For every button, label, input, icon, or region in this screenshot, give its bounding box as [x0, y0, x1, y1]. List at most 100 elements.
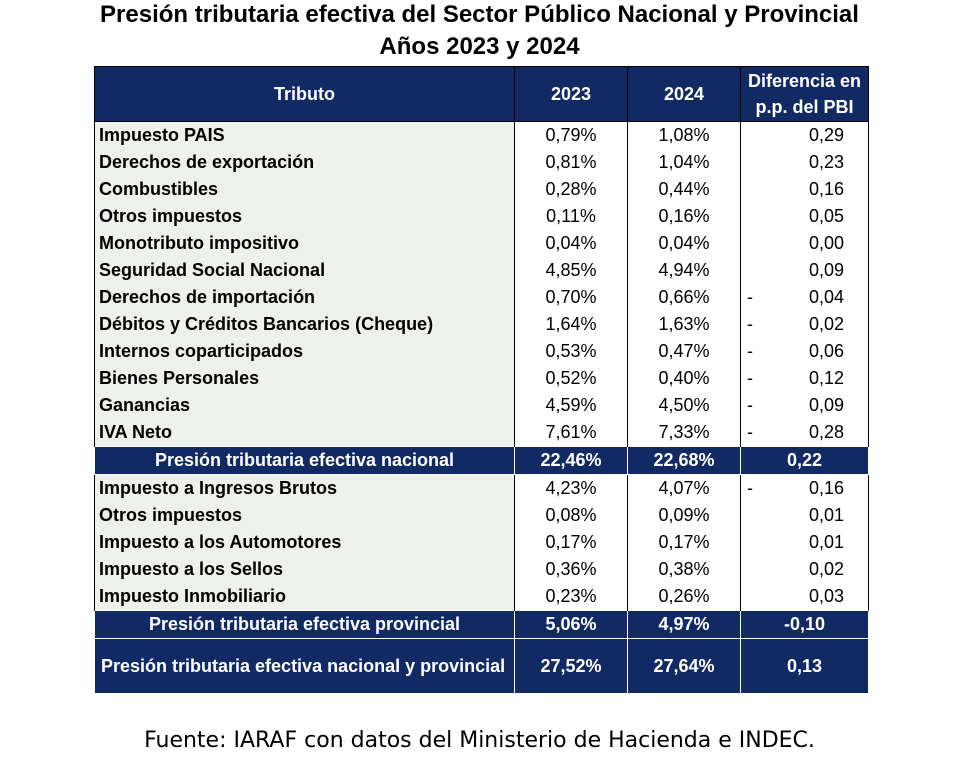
diferencia-amount: 0,23	[808, 152, 844, 172]
value-diferencia: - 0,09	[740, 392, 869, 419]
tributo-name: Seguridad Social Nacional	[94, 257, 515, 284]
value-2023: 4,59%	[514, 392, 628, 419]
diferencia-amount: 0,01	[808, 532, 844, 552]
value-2023: 0,53%	[514, 338, 628, 365]
value-diferencia: - 0,02	[740, 311, 869, 338]
value-diferencia: 0,01	[740, 529, 869, 556]
table-row: Impuesto a los Automotores 0,17% 0,17% 0,01	[94, 529, 869, 556]
diferencia-amount: 0,01	[808, 505, 844, 525]
tributo-name: Impuesto a Ingresos Brutos	[94, 474, 515, 502]
table-row: Internos coparticipados 0,53% 0,47% - 0,06	[94, 338, 869, 365]
diferencia-amount: 0,02	[808, 314, 844, 334]
value-2024: 4,94%	[627, 257, 741, 284]
value-2024: 0,16%	[627, 203, 741, 230]
table-body: Impuesto PAIS 0,79% 1,08% 0,29 Derechos de e…	[94, 121, 869, 694]
value-2024: 0,38%	[627, 556, 741, 583]
tributo-name: Monotributo impositivo	[94, 230, 515, 257]
value-diferencia: 0,03	[740, 583, 869, 611]
value-2024: 0,17%	[627, 529, 741, 556]
page-title: Presión tributaria efectiva del Sector P…	[100, 1, 859, 28]
tributo-name: Ganancias	[94, 392, 515, 419]
diferencia-amount: 0,29	[808, 125, 844, 145]
value-2023: 0,23%	[514, 583, 628, 611]
value-2023: 0,08%	[514, 502, 628, 529]
tributo-name: Derechos de exportación	[94, 149, 515, 176]
value-diferencia: 0,05	[740, 203, 869, 230]
header-diferencia-line1: Diferencia en	[747, 71, 862, 91]
value-2024: 0,40%	[627, 365, 741, 392]
value-diferencia: 0,01	[740, 502, 869, 529]
value-diferencia: - 0,28	[740, 419, 869, 447]
diferencia-amount: 0,05	[808, 206, 844, 226]
tributo-name: Bienes Personales	[94, 365, 515, 392]
negative-sign: -	[747, 368, 753, 388]
value-2023: 0,81%	[514, 149, 628, 176]
negative-sign: -	[747, 341, 753, 361]
value-diferencia: 0,02	[740, 556, 869, 583]
grand-total-row: Presión tributaria efectiva nacional y p…	[94, 638, 869, 694]
summary-2023: 27,52%	[514, 638, 628, 694]
tributo-name: Impuesto a los Sellos	[94, 556, 515, 583]
value-2024: 4,50%	[627, 392, 741, 419]
value-diferencia: 0,16	[740, 176, 869, 203]
table-row: Monotributo impositivo 0,04% 0,04% 0,00	[94, 230, 869, 257]
table-row: Impuesto a los Sellos 0,36% 0,38% 0,02	[94, 556, 869, 583]
value-2023: 7,61%	[514, 419, 628, 447]
table-row: Seguridad Social Nacional 4,85% 4,94% 0,09	[94, 257, 869, 284]
value-2023: 0,17%	[514, 529, 628, 556]
value-2024: 0,09%	[627, 502, 741, 529]
tributo-name: Otros impuestos	[94, 502, 515, 529]
table-row: Derechos de exportación 0,81% 1,04% 0,23	[94, 149, 869, 176]
summary-2024: 27,64%	[627, 638, 741, 694]
tributo-name: Débitos y Créditos Bancarios (Cheque)	[94, 311, 515, 338]
tributo-name: Combustibles	[94, 176, 515, 203]
table-row: Débitos y Créditos Bancarios (Cheque) 1,6…	[94, 311, 869, 338]
summary-diferencia: 0,13	[740, 638, 869, 694]
provincial-total-row: Presión tributaria efectiva provincial 5,…	[94, 610, 869, 639]
source-note: Fuente: IARAF con datos del Ministerio d…	[144, 728, 815, 753]
header-diferencia-line2: p.p. del PBI	[755, 97, 854, 117]
diferencia-amount: 0,28	[808, 422, 844, 442]
summary-2024: 4,97%	[627, 610, 741, 639]
value-2024: 0,04%	[627, 230, 741, 257]
page-subtitle: Años 2023 y 2024	[379, 33, 580, 60]
table-row: Ganancias 4,59% 4,50% - 0,09	[94, 392, 869, 419]
diferencia-amount: 0,00	[808, 233, 844, 253]
tax-pressure-table: Tributo 2023 2024 Diferencia en p.p. del…	[94, 66, 869, 694]
tributo-name: Impuesto a los Automotores	[94, 529, 515, 556]
value-diferencia: 0,23	[740, 149, 869, 176]
diferencia-amount: 0,16	[808, 179, 844, 199]
table-row: Impuesto a Ingresos Brutos 4,23% 4,07% - 0,1…	[94, 474, 869, 502]
summary-diferencia: 0,22	[740, 446, 869, 475]
summary-2023: 5,06%	[514, 610, 628, 639]
summary-2024: 22,68%	[627, 446, 741, 475]
table-row: IVA Neto 7,61% 7,33% - 0,28	[94, 419, 869, 447]
negative-sign: -	[747, 478, 753, 498]
table-row: Otros impuestos 0,08% 0,09% 0,01	[94, 502, 869, 529]
value-2023: 4,23%	[514, 474, 628, 502]
value-2024: 1,08%	[627, 121, 741, 149]
table-row: Bienes Personales 0,52% 0,40% - 0,12	[94, 365, 869, 392]
value-2024: 0,26%	[627, 583, 741, 611]
value-2024: 0,66%	[627, 284, 741, 311]
header-2023: 2023	[514, 66, 628, 122]
value-2023: 0,36%	[514, 556, 628, 583]
summary-label: Presión tributaria efectiva nacional	[94, 446, 515, 475]
value-2024: 4,07%	[627, 474, 741, 502]
tributo-name: Derechos de importación	[94, 284, 515, 311]
diferencia-amount: 0,09	[808, 260, 844, 280]
diferencia-amount: 0,02	[808, 559, 844, 579]
table-row: Impuesto PAIS 0,79% 1,08% 0,29	[94, 121, 869, 149]
negative-sign: -	[747, 395, 753, 415]
value-diferencia: - 0,16	[740, 474, 869, 502]
tributo-name: Impuesto PAIS	[94, 121, 515, 149]
value-diferencia: 0,29	[740, 121, 869, 149]
diferencia-amount: 0,06	[808, 341, 844, 361]
value-2024: 7,33%	[627, 419, 741, 447]
table-row: Derechos de importación 0,70% 0,66% - 0,04	[94, 284, 869, 311]
table-row: Impuesto Inmobiliario 0,23% 0,26% 0,03	[94, 583, 869, 611]
value-diferencia: - 0,06	[740, 338, 869, 365]
summary-diferencia: -0,10	[740, 610, 869, 639]
tributo-name: IVA Neto	[94, 419, 515, 447]
header-tributo: Tributo	[94, 66, 515, 122]
